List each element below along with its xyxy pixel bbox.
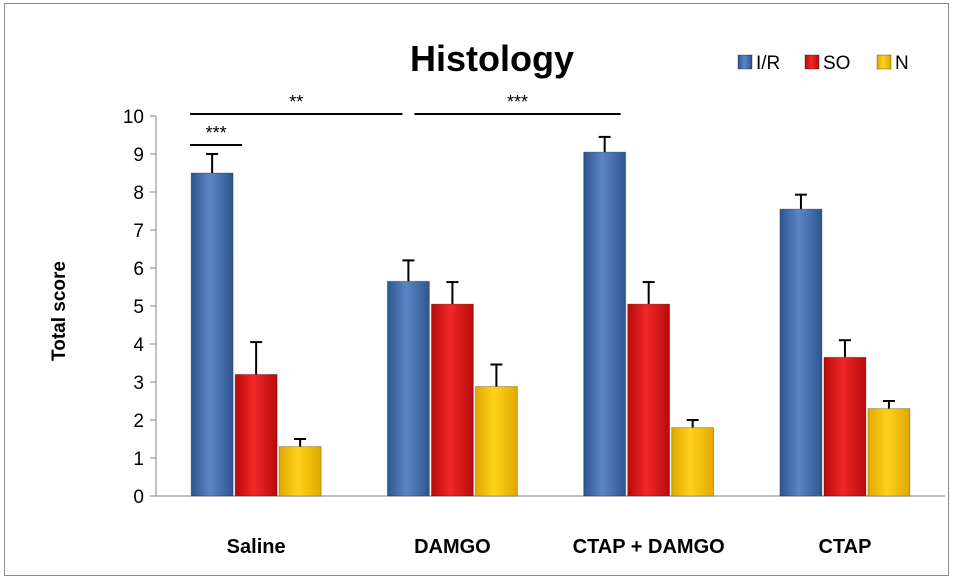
y-axis: 0 1 2 3 4 5 6 7 8 9 10: [123, 107, 157, 508]
legend-label: SO: [823, 53, 850, 74]
x-axis: Saline DAMGO CTAP + DAMGO CTAP: [156, 495, 945, 558]
legend-label: I/R: [756, 53, 780, 74]
bar-n-2: [671, 427, 715, 497]
significance-label: **: [289, 92, 303, 112]
y-tick-label: 5: [133, 297, 144, 318]
x-category-label: CTAP: [818, 536, 871, 558]
bar-so-1: [430, 303, 474, 497]
y-tick-label: 2: [133, 411, 144, 432]
y-tick-label: 8: [133, 183, 144, 204]
chart-frame: Histology Total score I/R SO N 0 1 2 3 4 5 6 7 8 9 1…: [4, 3, 949, 576]
legend-swatch: [804, 54, 820, 70]
y-tick-label: 0: [133, 487, 144, 508]
bar-ir-2: [583, 151, 627, 497]
x-category-label: DAMGO: [414, 536, 491, 558]
bar-n-1: [474, 386, 518, 497]
bar-ir-0: [190, 172, 234, 497]
bar-so-3: [823, 356, 867, 497]
x-category-label: CTAP + DAMGO: [573, 536, 725, 558]
legend-swatch: [876, 54, 892, 70]
bar-ir-1: [386, 280, 430, 497]
bar-so-2: [627, 303, 671, 497]
bar-n-0: [278, 446, 322, 497]
y-tick-label: 7: [133, 221, 144, 242]
y-tick-label: 10: [123, 107, 144, 128]
significance-markers: ***** ***: [190, 92, 621, 146]
chart-title: Histology: [410, 38, 574, 79]
legend-swatch: [737, 54, 753, 70]
bar-n-3: [867, 408, 911, 497]
y-tick-label: 3: [133, 373, 144, 394]
y-tick-label: 6: [133, 259, 144, 280]
bar-so-0: [234, 373, 278, 497]
bar-chart: Histology Total score I/R SO N 0 1 2 3 4 5 6 7 8 9 1…: [49, 38, 945, 558]
legend-label: N: [895, 53, 909, 74]
y-axis-label: Total score: [49, 261, 70, 361]
significance-label: ***: [206, 123, 227, 143]
y-tick-label: 4: [133, 335, 144, 356]
y-tick-label: 1: [133, 449, 144, 470]
error-bars: [206, 135, 895, 447]
x-category-label: Saline: [227, 536, 286, 558]
legend: I/R SO N: [737, 53, 909, 74]
bar-ir-3: [779, 208, 823, 497]
significance-label: ***: [507, 92, 528, 112]
bars: [190, 151, 911, 497]
y-tick-label: 9: [133, 145, 144, 166]
